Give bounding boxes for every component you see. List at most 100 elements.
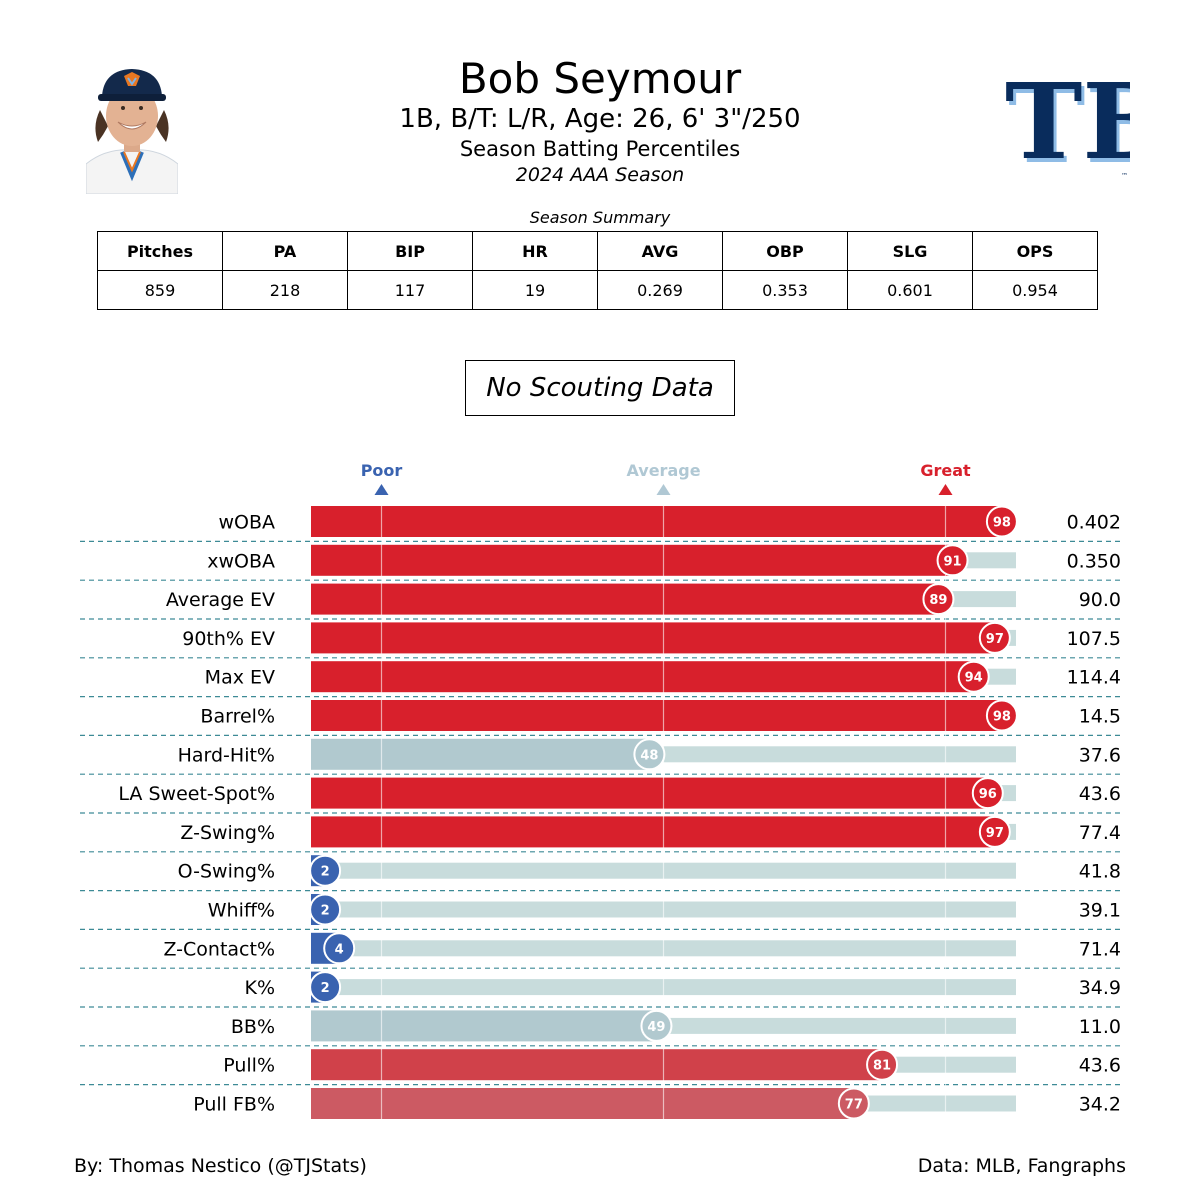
summary-header-cell: Pitches (97, 231, 223, 271)
metric-label: Z-Contact% (163, 938, 275, 960)
metric-label: K% (244, 977, 275, 999)
percentile-bar (311, 1088, 854, 1119)
summary-value-cell: 0.269 (597, 270, 723, 310)
percentile-dot (323, 932, 356, 965)
percentile-dot (985, 699, 1018, 732)
reference-marker-icon (938, 484, 953, 495)
metric-label: O-Swing% (178, 861, 275, 883)
percentile-value: 48 (640, 748, 658, 763)
player-info: 1B, B/T: L/R, Age: 26, 6' 3"/250 (399, 104, 801, 134)
summary-header-cell: AVG (597, 231, 723, 271)
percentile-bar (311, 1010, 657, 1042)
metric-label: Pull FB% (193, 1094, 275, 1116)
metric-label: wOBA (218, 512, 275, 534)
season-summary-table: Pitches PA BIP HR AVG OBP SLG OPS 859 21… (97, 231, 1098, 310)
percentile-dot (309, 854, 342, 887)
summary-value-cell: 117 (347, 270, 473, 310)
metric-label: BB% (231, 1016, 275, 1038)
percentile-value: 89 (929, 593, 947, 608)
percentile-dot (866, 1048, 899, 1081)
percentile-dot (837, 1087, 870, 1120)
stat-value: 37.6 (1079, 744, 1121, 766)
stat-value: 107.5 (1067, 628, 1121, 650)
metric-label: Barrel% (200, 706, 275, 728)
percentile-value: 77 (845, 1098, 863, 1113)
percentile-value: 97 (986, 632, 1004, 647)
summary-value-cell: 0.601 (847, 270, 973, 310)
percentile-dot (309, 971, 342, 1004)
percentile-value: 91 (944, 554, 962, 569)
team-logo-shadow: TB (1008, 70, 1130, 182)
summary-title: Season Summary (529, 208, 671, 227)
player-headshot (86, 64, 178, 194)
reference-label: Average (626, 461, 700, 480)
summary-header-cell: OPS (972, 231, 1098, 271)
percentile-bar (311, 738, 650, 770)
metric-label: LA Sweet-Spot% (118, 783, 275, 805)
percentile-value: 2 (321, 981, 330, 996)
stat-value: 34.9 (1079, 977, 1121, 999)
percentile-dot (978, 815, 1011, 848)
data-source-credit: Data: MLB, Fangraphs (917, 1155, 1126, 1177)
percentile-value: 49 (647, 1020, 665, 1035)
percentile-bar (311, 506, 1002, 537)
percentile-value: 98 (993, 710, 1011, 725)
percentile-bar (311, 700, 1002, 731)
percentile-dot (922, 583, 955, 616)
team-logo: TB TB ™ (1005, 70, 1130, 182)
percentile-value: 94 (965, 671, 983, 686)
reference-label: Great (920, 461, 971, 480)
percentile-bar (311, 661, 974, 693)
summary-value-cell: 859 (97, 270, 223, 310)
percentile-dot (640, 1009, 673, 1042)
reference-label: Poor (361, 461, 403, 480)
percentile-dot (936, 544, 969, 577)
percentile-value: 97 (986, 826, 1004, 841)
percentile-dot (633, 738, 666, 771)
percentile-value: 96 (979, 787, 997, 802)
summary-value-cell: 0.954 (972, 270, 1098, 310)
stat-value: 77.4 (1079, 822, 1121, 844)
percentile-dot (309, 893, 342, 926)
percentile-bar (311, 777, 988, 809)
stat-value: 14.5 (1079, 706, 1121, 728)
percentile-dot (971, 777, 1004, 810)
metric-label: 90th% EV (182, 628, 275, 650)
chart-subtitle: Season Batting Percentiles (459, 137, 741, 161)
summary-header-row: Pitches PA BIP HR AVG OBP SLG OPS (97, 231, 1098, 271)
season-label: 2024 AAA Season (515, 164, 685, 186)
trademark-mark: ™ (1121, 172, 1128, 180)
reference-marker-icon (374, 484, 389, 495)
percentile-value: 98 (993, 516, 1011, 531)
scouting-note: No Scouting Data (465, 360, 735, 416)
summary-header-cell: HR (472, 231, 598, 271)
percentile-value: 2 (321, 904, 330, 919)
summary-header-cell: PA (222, 231, 348, 271)
stat-value: 43.6 (1079, 783, 1121, 805)
summary-header-cell: OBP (722, 231, 848, 271)
percentile-dot (978, 621, 1011, 654)
summary-header-cell: SLG (847, 231, 973, 271)
stat-value: 43.6 (1079, 1055, 1121, 1077)
percentile-value: 2 (321, 865, 330, 880)
metric-label: xwOBA (207, 550, 275, 572)
stat-value: 34.2 (1079, 1094, 1121, 1116)
metric-label: Whiff% (208, 900, 275, 922)
metric-label: Hard-Hit% (178, 744, 275, 766)
summary-header-cell: BIP (347, 231, 473, 271)
percentile-dot (957, 660, 990, 693)
percentile-dot (985, 505, 1018, 538)
metric-label: Average EV (166, 589, 275, 611)
percentile-bar (311, 622, 995, 654)
summary-value-cell: 218 (222, 270, 348, 310)
stat-value: 11.0 (1079, 1016, 1121, 1038)
stat-value: 0.402 (1067, 512, 1121, 534)
stat-value: 0.350 (1067, 550, 1121, 572)
percentile-chart: Poor Average Great wOBA 0.402 xwOBA 0.350 Avera… (80, 461, 1121, 1121)
percentile-bar (311, 1049, 883, 1081)
reference-marker-icon (656, 484, 671, 495)
summary-value-row: 859 218 117 19 0.269 0.353 0.601 0.954 (97, 270, 1098, 310)
percentile-bar (311, 544, 953, 576)
stat-value: 71.4 (1079, 938, 1121, 960)
metric-label: Max EV (205, 667, 275, 689)
